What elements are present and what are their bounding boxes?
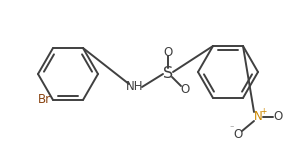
Text: O: O (164, 45, 172, 59)
Text: O: O (180, 83, 190, 95)
Text: O: O (233, 128, 243, 140)
Text: N: N (254, 111, 262, 124)
Text: S: S (163, 65, 173, 81)
Text: +: + (260, 107, 266, 116)
Text: Br: Br (38, 93, 51, 106)
Text: NH: NH (126, 79, 144, 93)
Text: O: O (273, 111, 283, 124)
Text: ⁻: ⁻ (230, 124, 234, 132)
